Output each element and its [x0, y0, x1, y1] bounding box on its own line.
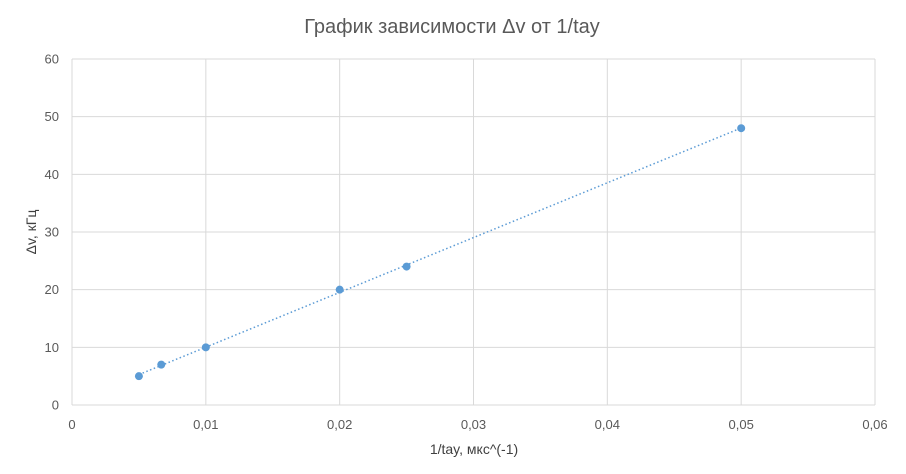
data-point — [335, 285, 344, 294]
y-axis-ticks: 0 10 20 30 40 50 60 — [45, 52, 59, 413]
x-tick-label: 0 — [68, 417, 75, 432]
chart-title: График зависимости Δv от 1/tay — [304, 16, 600, 38]
y-tick-label: 60 — [45, 52, 59, 67]
y-tick-label: 10 — [45, 340, 59, 355]
data-point — [402, 262, 411, 271]
x-tick-label: 0,01 — [193, 417, 218, 432]
y-tick-label: 20 — [45, 282, 59, 297]
x-tick-label: 0,03 — [461, 417, 486, 432]
y-tick-label: 50 — [45, 109, 59, 124]
data-point — [134, 372, 143, 381]
data-points — [134, 124, 746, 381]
y-axis-title: Δv, кГц — [23, 210, 39, 255]
trendline — [138, 127, 742, 376]
y-tick-label: 0 — [52, 398, 59, 413]
x-tick-label: 0,06 — [862, 417, 887, 432]
y-tick-label: 30 — [45, 225, 59, 240]
data-point — [201, 343, 210, 352]
x-axis-title: 1/tay, мкс^(-1) — [430, 441, 518, 457]
trendline-layer — [138, 127, 742, 376]
data-point — [157, 360, 166, 369]
x-tick-label: 0,05 — [729, 417, 754, 432]
x-tick-label: 0,02 — [327, 417, 352, 432]
x-axis-ticks: 0 0,01 0,02 0,03 0,04 0,05 0,06 — [68, 417, 887, 432]
data-point — [737, 124, 746, 133]
grid — [71, 58, 876, 406]
x-tick-label: 0,04 — [595, 417, 620, 432]
y-tick-label: 40 — [45, 167, 59, 182]
